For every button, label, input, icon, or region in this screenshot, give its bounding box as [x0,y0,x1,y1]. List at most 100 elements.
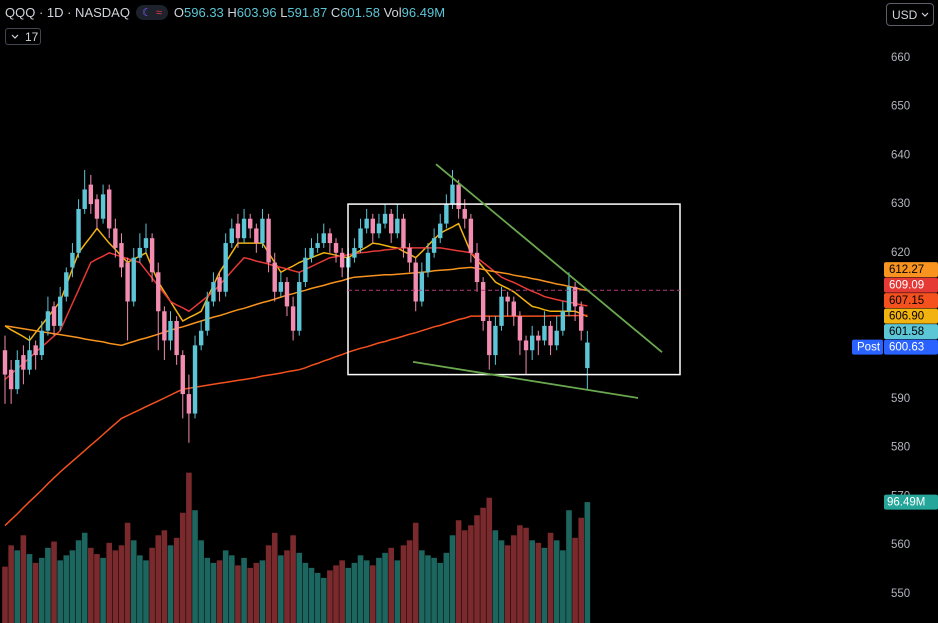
candle-body [21,355,26,370]
volume-bar [112,550,119,623]
currency: USD [892,7,918,22]
volume-bar [363,560,370,623]
volume-bar [517,525,523,623]
candle-body [572,286,578,307]
candle-body [94,199,100,219]
volume-bar [14,550,21,623]
y-tick-label: 620 [891,247,910,259]
volume-bar [578,517,585,623]
candle-body [290,306,296,331]
volume-bar [149,547,155,623]
candle-body [444,204,449,224]
volume-bar [406,540,413,623]
candle-body [217,277,222,292]
candle-body [82,189,87,209]
volume-bar [284,550,290,623]
candle-body [223,243,228,292]
chevron [11,34,19,39]
volume-bar [155,535,162,623]
trend-line [412,361,639,399]
candle-body [248,218,253,229]
price-tag [884,308,938,324]
volume-tag-label: 96.49M [887,497,925,509]
volume-bar [88,547,94,623]
candle-body [462,208,467,219]
price-tag [884,324,938,340]
volume-bar [327,570,333,623]
candle-body [364,218,369,229]
y-tick-label: 640 [891,149,910,161]
candle-body [321,233,326,244]
volume-bar [394,560,401,623]
volume-bar [382,552,388,623]
candle-body [15,359,20,390]
volume-bar [314,572,321,623]
candle-body [186,394,192,414]
candle-body [174,320,179,356]
volume-tag [884,494,938,510]
vol-value: 96.49M [401,5,446,20]
price-tag-label: 609.09 [889,280,924,292]
candle-body [309,247,314,258]
candle-body [407,247,412,263]
volume-bar [124,522,131,623]
candle-body [180,355,185,395]
currency-select[interactable]: USD [886,3,934,26]
volume-bar [412,522,419,623]
volume-bar [81,532,88,623]
volume-bar [167,545,174,623]
y-tick-label: 590 [891,393,910,405]
candle-body [376,223,382,234]
volume-bar [547,532,554,623]
volume-bar [566,510,572,623]
symbol-title: QQQ · 1D · NASDAQ [5,5,130,20]
moving-average [4,247,588,381]
candle-body [327,233,333,244]
candle-body [33,345,38,356]
candle-body [431,238,437,253]
status-icons[interactable]: ☾ ≈ [135,5,168,20]
indicator-toggle[interactable]: 17 [5,28,41,45]
candle-body [125,262,130,302]
candle-body [76,208,81,253]
volume-bar [468,525,474,623]
candle-body [27,350,32,370]
candle-body [493,325,498,356]
y-tick-label: 660 [891,52,910,64]
y-tick-label: 580 [891,442,910,454]
volume-bar [75,540,82,623]
volume-bar [388,547,394,623]
volume-bar [474,515,480,623]
y-tick-label: 560 [891,539,910,551]
volume-bar [339,560,345,623]
post-label: Post [857,342,881,354]
candle-body [284,282,290,307]
candle-body [168,320,173,341]
candle-body [297,282,302,331]
volume-bar [94,554,100,623]
candle-body [156,272,161,312]
candle-body [554,330,559,346]
volume-bar [143,560,149,623]
moving-average [4,314,588,527]
volume-bar [253,562,260,623]
candle-body [480,282,486,321]
price-tag [884,277,938,293]
l-label: L [280,5,288,20]
candle-body [45,311,51,331]
volume-bar [443,552,450,623]
candle-body [511,301,516,317]
o-value: 596.33 [184,5,224,20]
candle-body [272,262,277,292]
volume-bar [504,545,511,623]
volume-bar [461,530,468,623]
volume-bar [431,557,437,623]
candle-body [370,218,375,234]
candle-body [8,369,14,390]
candle-body [149,238,155,273]
trend-line [435,163,663,353]
candle-body [548,325,553,346]
candle-body [352,247,357,258]
candle-body [315,243,320,248]
